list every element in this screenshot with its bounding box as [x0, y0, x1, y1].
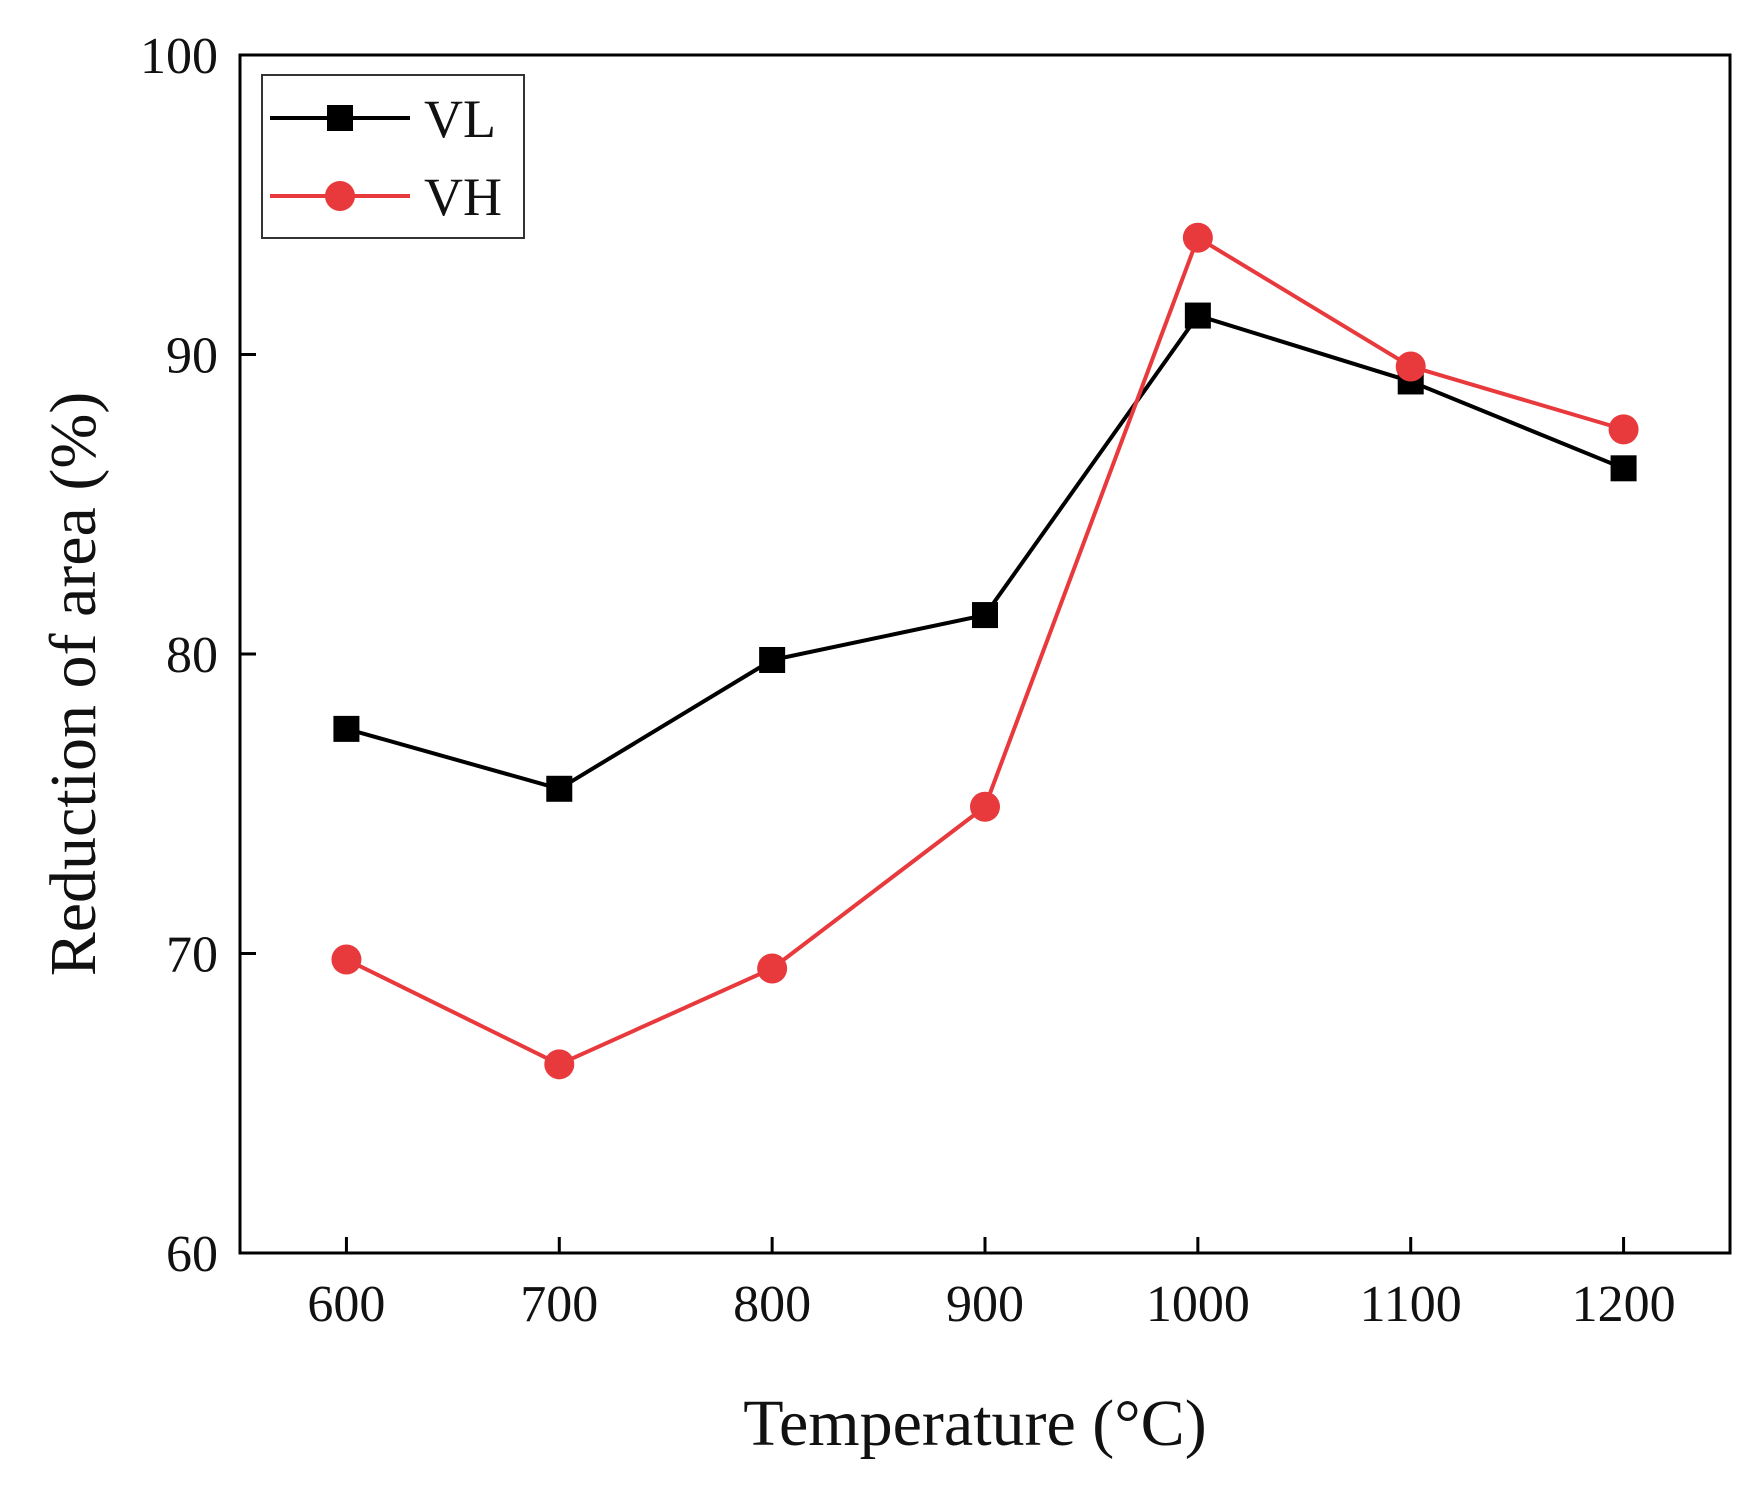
data-point-VL [1610, 455, 1637, 482]
data-point-VL [759, 646, 786, 673]
legend-box [261, 74, 525, 239]
legend-label: VH [424, 167, 502, 227]
x-tick-label: 1100 [1360, 1276, 1462, 1333]
legend: VL VH [261, 74, 525, 239]
x-tick-label: 900 [946, 1276, 1024, 1333]
legend-item-VL: VL [270, 89, 496, 149]
y-tick-label: 100 [140, 28, 218, 85]
data-point-VH [544, 1049, 575, 1080]
data-point-VH [1608, 414, 1639, 445]
ticks: 600 700 800 900 1000 1100 1200 60 70 80 90 100 [140, 28, 1676, 1333]
y-tick-label: 70 [166, 927, 218, 984]
series-VH [331, 222, 1639, 1080]
data-point-VH [757, 953, 788, 984]
legend-marker [327, 105, 353, 131]
plot-frame [238, 53, 1732, 1255]
x-tick-label: 1200 [1572, 1276, 1676, 1333]
data-point-VL [546, 775, 573, 802]
y-tick-label: 60 [166, 1226, 218, 1283]
legend-label: VL [424, 89, 496, 149]
data-point-VH [1182, 222, 1213, 253]
data-point-VL [333, 715, 360, 742]
series [331, 222, 1639, 1080]
y-tick-label: 80 [166, 627, 218, 684]
legend-item-VH: VH [270, 167, 502, 227]
data-point-VH [331, 944, 362, 975]
x-tick-label: 600 [307, 1276, 385, 1333]
data-point-VH [970, 791, 1000, 822]
y-axis-title: Reduction of area (%) [37, 392, 110, 977]
y-tick-label: 90 [166, 328, 218, 385]
x-tick-label: 700 [520, 1276, 598, 1333]
data-point-VL [972, 602, 998, 629]
x-axis-title: Temperature (°C) [743, 1387, 1206, 1460]
x-tick-label: 800 [733, 1276, 811, 1333]
x-tick-label: 1000 [1146, 1276, 1250, 1333]
data-point-VL [1184, 302, 1211, 329]
legend-marker [325, 181, 355, 211]
data-point-VH [1395, 351, 1426, 382]
